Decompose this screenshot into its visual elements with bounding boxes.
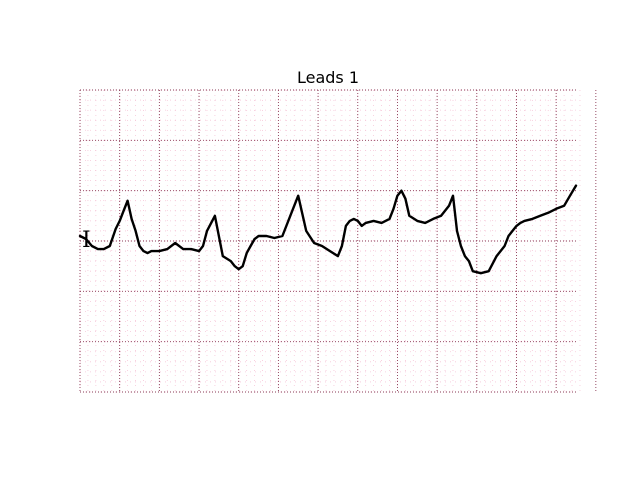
plot-background [80,90,576,392]
major-grid [79,89,597,393]
chart-title: Leads 1 [297,68,359,87]
ecg-trace [78,184,578,275]
lead-label: I [82,228,91,253]
plot-area [78,89,597,393]
